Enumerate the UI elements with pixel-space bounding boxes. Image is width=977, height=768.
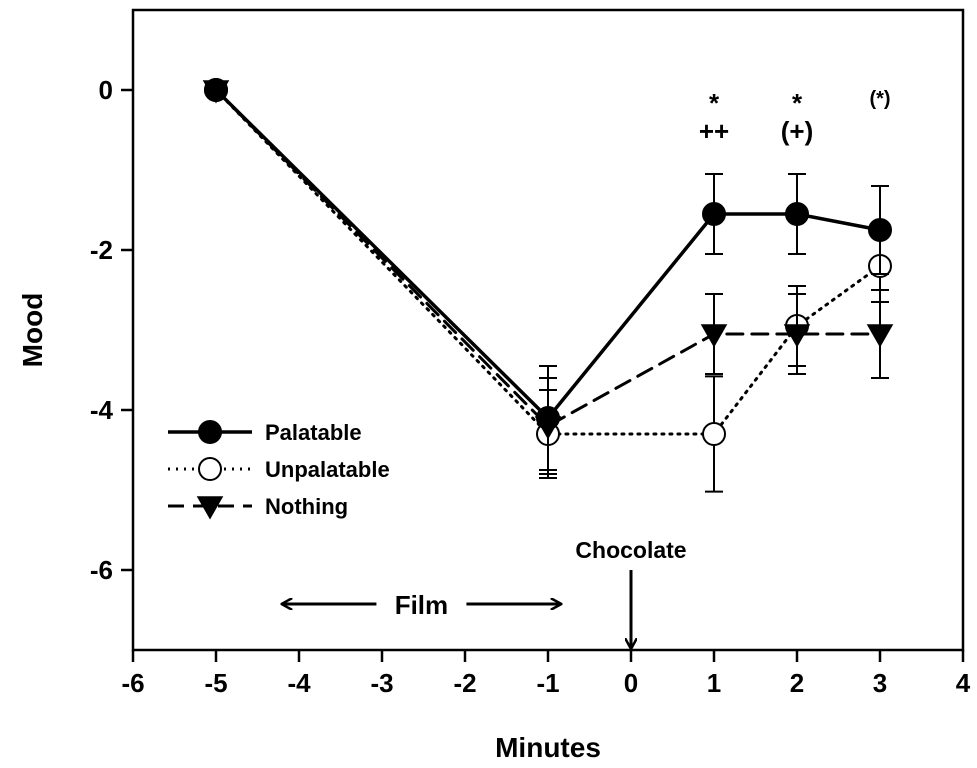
x-tick-label: 2 [790, 668, 804, 698]
x-tick-label: -2 [453, 668, 476, 698]
x-tick-label: -5 [204, 668, 227, 698]
y-tick-label: -2 [90, 235, 113, 265]
significance-marker: (*) [869, 88, 890, 110]
significance-marker: ++ [699, 116, 729, 146]
data-point [866, 324, 894, 348]
data-point [868, 218, 892, 242]
significance-marker: * [792, 88, 803, 118]
x-tick-label: -1 [536, 668, 559, 698]
series-palatable [204, 78, 892, 471]
significance-marker: (+) [781, 116, 814, 146]
y-axis-title: Mood [17, 293, 48, 368]
legend-label: Palatable [265, 420, 362, 445]
x-tick-label: 1 [707, 668, 721, 698]
chocolate-label: Chocolate [575, 537, 686, 563]
legend-marker [198, 420, 222, 444]
data-point [204, 78, 228, 102]
legend-item-unpalatable: Unpalatable [168, 457, 390, 482]
axes: -6 -5 -4 -3 -2 -1 0 1 2 3 4 0 -2 -4 -6 Minutes Mood [17, 8, 971, 763]
series-group [202, 78, 894, 493]
data-point [700, 324, 728, 348]
legend-item-palatable: Palatable [168, 420, 362, 445]
data-point [536, 406, 560, 430]
legend: Palatable Unpalatable Nothing [168, 420, 390, 520]
y-tick-label: 0 [99, 75, 113, 105]
series-nothing [202, 80, 894, 475]
legend-label: Nothing [265, 494, 348, 519]
plot-frame [131, 8, 965, 652]
x-tick-label: -4 [287, 668, 311, 698]
x-tick-label: -3 [370, 668, 393, 698]
film-label: Film [395, 590, 448, 620]
x-tick-label: 4 [956, 668, 971, 698]
x-axis-title: Minutes [495, 732, 601, 763]
y-tick-label: -4 [90, 395, 114, 425]
data-point [702, 422, 726, 446]
data-point [702, 202, 726, 226]
x-tick-label: -6 [121, 668, 144, 698]
legend-item-nothing: Nothing [168, 494, 348, 520]
data-point [783, 324, 811, 348]
legend-marker [196, 496, 224, 520]
legend-marker [198, 457, 222, 481]
x-tick-label: 3 [873, 668, 887, 698]
data-point [785, 202, 809, 226]
significance-marker: * [709, 88, 720, 118]
legend-label: Unpalatable [265, 457, 390, 482]
y-tick-label: -6 [90, 555, 113, 585]
x-tick-label: 0 [624, 668, 638, 698]
series-line [214, 88, 882, 436]
